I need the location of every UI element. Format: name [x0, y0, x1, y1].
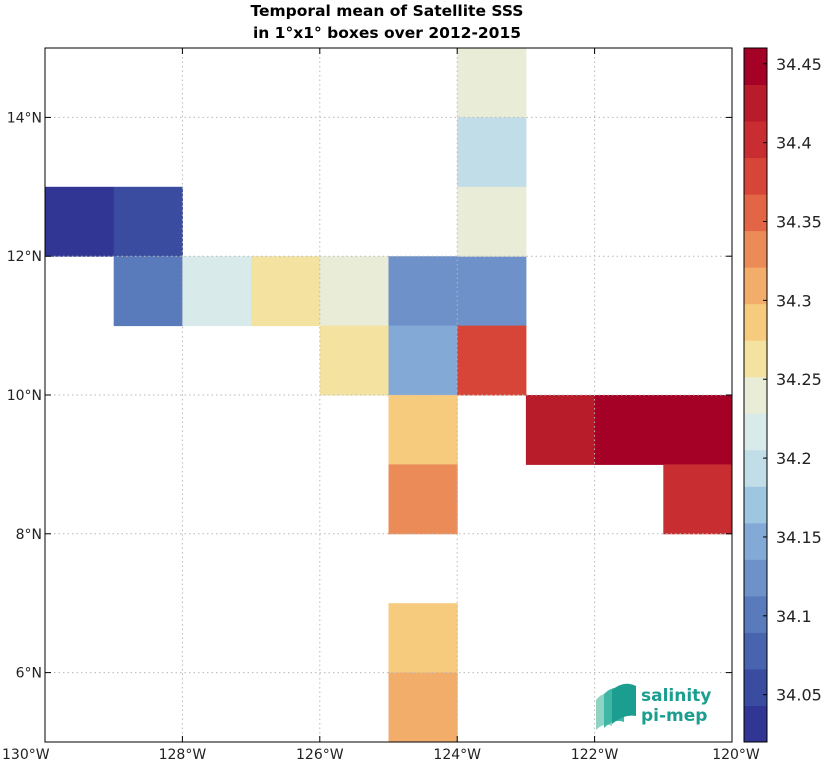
colorbar-tick-label: 34.1 — [776, 607, 812, 626]
y-tick-label: 8°N — [16, 527, 42, 543]
heatmap-cell — [182, 256, 252, 327]
colorbar-segment — [744, 230, 767, 268]
heatmap-cell — [388, 464, 458, 535]
heatmap-cell — [388, 395, 458, 465]
salinity-pimep-logo: salinity pi-mep — [596, 683, 711, 730]
colorbar-segment — [744, 340, 767, 378]
colorbar-segment — [744, 522, 767, 560]
heatmap-cell — [457, 117, 527, 188]
heatmap-cell — [663, 395, 733, 465]
colorbar-tick-label: 34.3 — [776, 291, 812, 310]
colorbar-segment — [744, 84, 767, 122]
x-axis: 130°W 128°W 126°W 124°W 122°W 120°W — [2, 48, 760, 763]
grid-lines — [45, 48, 732, 742]
colorbar-segment — [744, 194, 767, 232]
heatmap-cell — [113, 186, 183, 257]
chart-title-line2: in 1°x1° boxes over 2012-2015 — [253, 24, 521, 42]
chart-title-line1: Temporal mean of Satellite SSS — [251, 2, 524, 20]
colorbar-segment — [744, 668, 767, 706]
heatmap-cell — [457, 186, 527, 257]
x-tick-label: 124°W — [433, 747, 481, 763]
colorbar-segment — [744, 303, 767, 341]
heatmap-cell — [663, 464, 733, 535]
colorbar-segment — [744, 267, 767, 305]
colorbar-tick-label: 34.25 — [776, 370, 822, 389]
heatmap-cell — [594, 395, 664, 465]
heatmap-cells — [45, 48, 733, 743]
heatmap-cell — [388, 672, 458, 743]
colorbar-tick-label: 34.2 — [776, 449, 812, 468]
colorbar-segment — [744, 376, 767, 414]
colorbar-segment — [744, 705, 767, 743]
colorbar: 34.05 34.1 34.15 34.2 34.25 34.3 34.35 34.4 34.4… — [743, 47, 822, 743]
heatmap-cell — [457, 48, 527, 118]
x-tick-label: 122°W — [571, 747, 619, 763]
heatmap-cell — [457, 325, 527, 396]
heatmap-cell — [388, 256, 458, 327]
x-tick-label: 120°W — [712, 747, 760, 763]
colorbar-tick-label: 34.45 — [776, 55, 822, 74]
x-tick-label: 126°W — [296, 747, 344, 763]
colorbar-segment — [744, 632, 767, 670]
colorbar-segment — [744, 559, 767, 597]
heatmap-cell — [45, 186, 115, 257]
y-axis: 6°N 8°N 10°N 12°N 14°N — [7, 110, 732, 682]
heatmap-cell — [457, 256, 527, 327]
colorbar-tick-label: 34.35 — [776, 213, 822, 232]
colorbar-tick-label: 34.4 — [776, 134, 812, 153]
colorbar-tick-label: 34.15 — [776, 528, 822, 547]
colorbar-frame — [743, 47, 768, 743]
colorbar-segment — [744, 48, 767, 86]
y-tick-label: 10°N — [7, 388, 42, 404]
colorbar-segment — [744, 486, 767, 524]
logo-line1: salinity — [641, 686, 711, 706]
heatmap-cell — [388, 603, 458, 674]
heatmap-cell — [319, 256, 389, 327]
y-tick-label: 6°N — [16, 666, 42, 682]
y-tick-label: 12°N — [7, 249, 42, 265]
heatmap-cell — [388, 325, 458, 396]
y-tick-label: 14°N — [7, 110, 42, 126]
x-tick-label: 128°W — [159, 747, 207, 763]
heatmap-cell — [113, 256, 183, 327]
logo-line2: pi-mep — [641, 706, 707, 726]
colorbar-segment — [744, 121, 767, 159]
x-tick-label: 130°W — [2, 747, 50, 763]
colorbar-segment — [744, 157, 767, 195]
heatmap-cell — [251, 256, 321, 327]
heatmap-cell — [525, 395, 596, 465]
heatmap-cell — [319, 325, 389, 396]
colorbar-segment — [744, 413, 767, 451]
colorbar-tick-label: 34.05 — [776, 686, 822, 705]
logo-waves-icon — [596, 683, 636, 730]
colorbar-segment — [744, 595, 767, 633]
colorbar-segment — [744, 449, 767, 487]
